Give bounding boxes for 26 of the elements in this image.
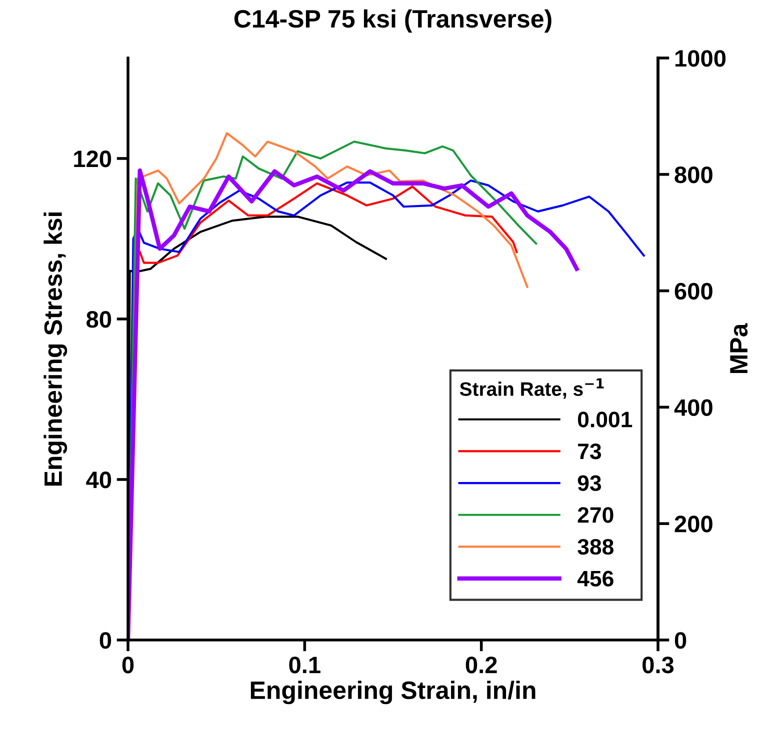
x-tick-label: 0.2: [466, 656, 497, 674]
y2-tick-label: 800: [674, 166, 712, 184]
y2-tick-label: 1000: [675, 50, 726, 67]
x-axis-title: Engineering Strain, in/in: [250, 680, 536, 704]
y-tick-label: 0: [100, 632, 112, 649]
line-series: [138, 182, 518, 264]
y-tick-label: 120: [74, 150, 112, 168]
legend-label: 0.001: [578, 412, 632, 428]
y2-tick-label: 200: [674, 516, 712, 532]
y2-tick-label: 0: [674, 632, 686, 649]
x-tick-label: 0.1: [289, 656, 320, 674]
legend-title: Strain Rate, s$^{−1}$: [460, 378, 604, 399]
legend-label: 93: [578, 475, 602, 492]
chart-title: C14-SP 75 ksi (Transverse): [234, 9, 552, 33]
y-axis-title: Engineering Stress, ksi: [44, 212, 68, 486]
x-tick-label: 0: [122, 656, 134, 674]
legend-label: 456: [577, 570, 614, 587]
legend-label: 73: [578, 443, 602, 460]
y-tick-label: 80: [86, 311, 112, 328]
x-tick-label: 0.3: [642, 656, 674, 674]
y2-tick-label: 600: [674, 282, 712, 300]
y-tick-label: 40: [86, 472, 112, 488]
y2-tick-label: 400: [674, 399, 712, 416]
y2-axis-title: MPa: [730, 323, 748, 374]
legend-label: 270: [578, 507, 614, 523]
legend-label: 388: [578, 538, 614, 555]
